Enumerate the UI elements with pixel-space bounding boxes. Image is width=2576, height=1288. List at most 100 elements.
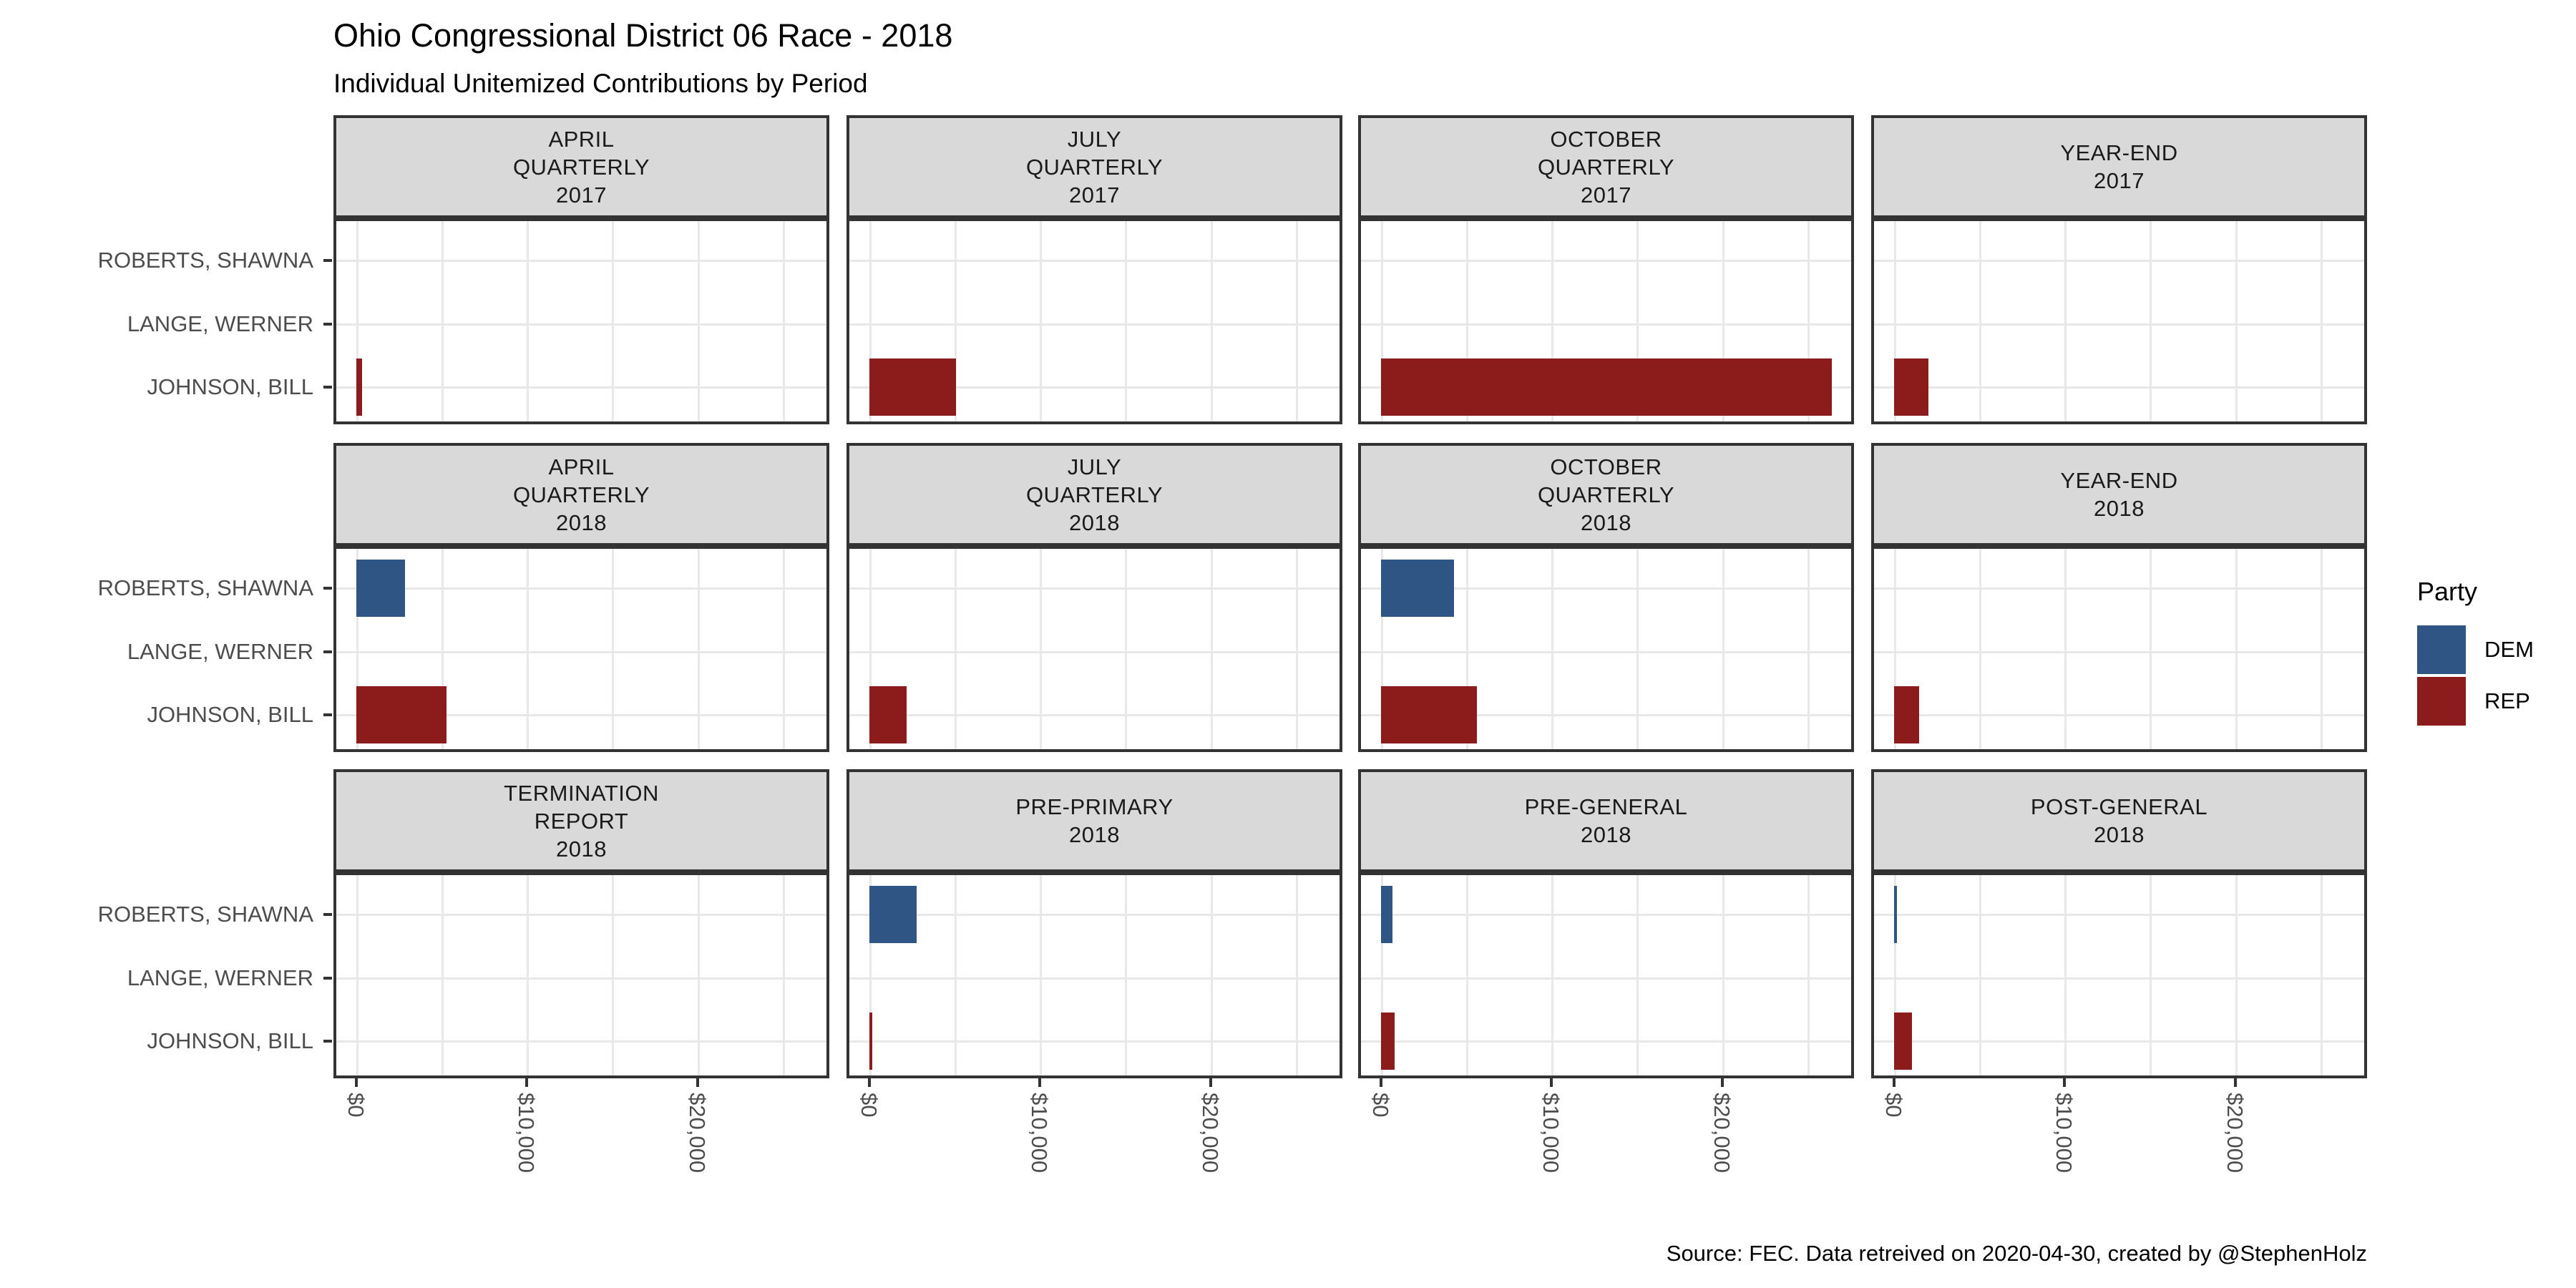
gridline-x-5000 [954, 875, 957, 1075]
gridline-y-0 [1361, 260, 1851, 262]
bar-johnson-bill-october-quarterly-2018 [1380, 686, 1478, 743]
gridline-x-10000 [1040, 549, 1043, 749]
gridline-x-25000 [783, 875, 786, 1075]
gridline-y-0 [336, 587, 826, 590]
facet-panel-july-quarterly-2017 [847, 218, 1342, 424]
facet-header-april-quarterly-2018: APRIL QUARTERLY 2018 [333, 443, 829, 546]
y-axis-tick [323, 587, 332, 590]
gridline-x-20000 [2235, 875, 2238, 1075]
y-axis-label-johnson-bill: JOHNSON, BILL [147, 1028, 313, 1053]
facet-header-label-line: JULY [1067, 126, 1122, 152]
facet-panel-april-quarterly-2018 [333, 546, 829, 752]
gridline-x-5000 [441, 875, 444, 1075]
gridline-y-0 [1361, 587, 1851, 590]
facet-header-label-line: APRIL [548, 126, 615, 152]
gridline-x-20000 [1210, 221, 1213, 421]
bar-roberts-shawna-pre-general-2018 [1380, 886, 1393, 943]
gridline-x-10000 [527, 875, 530, 1075]
facet-panel-april-quarterly-2017 [333, 218, 829, 424]
gridline-y-0 [849, 587, 1340, 590]
gridline-x-20000 [1722, 221, 1724, 421]
facet-panel-post-general-2018 [1871, 872, 2367, 1078]
y-axis-label-lange-werner: LANGE, WERNER [127, 965, 313, 990]
x-axis-tick-label-0: $0 [1880, 1093, 1906, 1118]
gridline-x-15000 [1636, 221, 1639, 421]
gridline-x-5000 [441, 549, 444, 749]
gridline-x-5000 [954, 221, 957, 421]
y-axis-label-johnson-bill: JOHNSON, BILL [147, 374, 313, 399]
bar-johnson-bill-july-quarterly-2017 [869, 358, 957, 416]
x-axis-tick-label-0: $0 [1367, 1093, 1393, 1118]
y-axis-label-lange-werner: LANGE, WERNER [127, 639, 313, 664]
facet-panel-october-quarterly-2017 [1358, 218, 1854, 424]
bar-johnson-bill-post-general-2018 [1893, 1013, 1912, 1070]
facet-header-label-line: 2018 [2094, 496, 2145, 521]
legend-label-rep: REP [2484, 688, 2530, 713]
gridline-x-0 [1380, 221, 1383, 421]
x-axis-tick-label-0: $0 [856, 1093, 882, 1118]
gridline-x-5000 [954, 549, 957, 749]
gridline-x-0 [1893, 875, 1896, 1075]
bar-johnson-bill-april-quarterly-2017 [356, 358, 362, 416]
gridline-x-10000 [527, 549, 530, 749]
gridline-x-25000 [1296, 549, 1299, 749]
gridline-x-20000 [697, 221, 700, 421]
gridline-x-5000 [1465, 875, 1468, 1075]
y-axis-tick [323, 1040, 332, 1043]
gridline-x-20000 [2235, 549, 2238, 749]
facet-header-label-line: 2017 [1069, 182, 1120, 208]
facet-header-label-line: QUARTERLY [512, 154, 650, 180]
bar-roberts-shawna-post-general-2018 [1893, 886, 1898, 943]
x-axis-tick [2233, 1078, 2237, 1087]
chart-subtitle: Individual Unitemized Contributions by P… [333, 69, 868, 98]
gridline-x-15000 [2150, 875, 2152, 1075]
x-axis-tick-label-20000: $20,000 [2222, 1093, 2248, 1174]
gridline-x-5000 [441, 221, 444, 421]
gridline-x-25000 [783, 549, 786, 749]
gridline-x-10000 [1551, 549, 1554, 749]
legend-swatch-rep [2417, 677, 2466, 726]
facet-header-label-line: JULY [1067, 454, 1122, 479]
facet-header-october-quarterly-2017: OCTOBER QUARTERLY 2017 [1358, 115, 1854, 218]
gridline-x-15000 [2150, 221, 2152, 421]
gridline-x-15000 [612, 221, 615, 421]
facet-panel-october-quarterly-2018 [1358, 546, 1854, 752]
gridline-y-0 [849, 260, 1340, 262]
bar-johnson-bill-july-quarterly-2018 [869, 686, 907, 743]
facet-header-label-line: APRIL [548, 454, 615, 479]
gridline-x-0 [356, 549, 358, 749]
gridline-x-0 [1893, 549, 1896, 749]
facet-header-label-line: QUARTERLY [1537, 482, 1675, 507]
gridline-x-0 [869, 875, 872, 1075]
facet-header-label-line: REPORT [534, 808, 629, 834]
legend-label-dem: DEM [2484, 637, 2534, 662]
bar-roberts-shawna-october-quarterly-2018 [1380, 560, 1455, 617]
facet-header-termination-report-2018: TERMINATION REPORT 2018 [333, 769, 829, 872]
x-axis-tick-label-20000: $20,000 [1197, 1093, 1223, 1174]
facet-header-label-line: POST-GENERAL [2030, 794, 2208, 819]
bar-roberts-shawna-april-quarterly-2018 [356, 560, 405, 617]
gridline-y-2 [1874, 714, 2364, 716]
gridline-x-0 [869, 221, 872, 421]
gridline-x-0 [356, 221, 358, 421]
legend-swatch-dem [2417, 625, 2466, 674]
gridline-y-2 [849, 1040, 1340, 1043]
facet-header-pre-primary-2018: PRE-PRIMARY 2018 [847, 769, 1342, 872]
gridline-x-25000 [1296, 875, 1299, 1075]
gridline-x-20000 [1722, 549, 1724, 749]
x-axis-tick-label-20000: $20,000 [684, 1093, 710, 1174]
x-axis-tick-label-20000: $20,000 [1709, 1093, 1735, 1174]
gridline-x-15000 [1125, 875, 1128, 1075]
gridline-y-0 [849, 914, 1340, 916]
bar-johnson-bill-year-end-2018 [1893, 686, 1919, 743]
facet-panel-july-quarterly-2018 [847, 546, 1342, 752]
x-axis-tick [1038, 1078, 1042, 1087]
facet-header-label-line: 2018 [1581, 822, 1631, 847]
bar-johnson-bill-pre-primary-2018 [869, 1013, 873, 1070]
gridline-x-15000 [2150, 549, 2152, 749]
gridline-y-0 [336, 260, 826, 262]
gridline-x-5000 [1979, 549, 1981, 749]
facet-header-label-line: QUARTERLY [1025, 482, 1163, 507]
gridline-x-10000 [527, 221, 530, 421]
gridline-y-1 [336, 651, 826, 653]
